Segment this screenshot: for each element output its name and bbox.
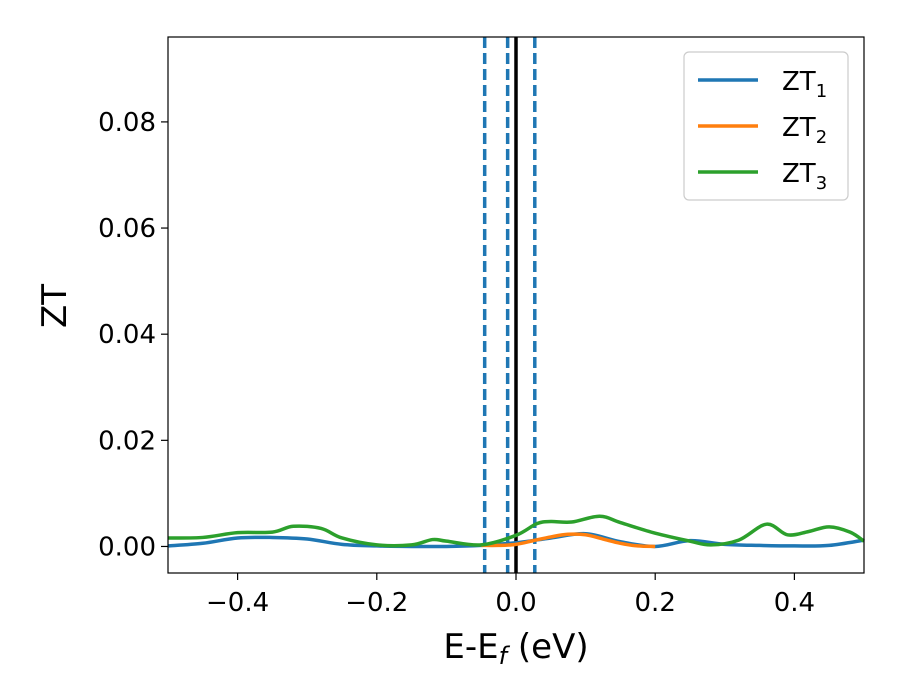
legend-label-zt1: ZT1 bbox=[782, 67, 827, 102]
x-tick-label: 0.4 bbox=[774, 588, 815, 618]
x-tick-label: 0.2 bbox=[635, 588, 676, 618]
x-tick-label: −0.2 bbox=[345, 588, 408, 618]
y-tick-label: 0.04 bbox=[98, 320, 156, 350]
x-axis-title: E-Ef (eV) bbox=[443, 627, 588, 670]
y-tick-label: 0.08 bbox=[98, 108, 156, 138]
legend-label-zt2: ZT2 bbox=[782, 113, 827, 148]
y-tick-label: 0.02 bbox=[98, 426, 156, 456]
x-tick-label: −0.4 bbox=[206, 588, 269, 618]
legend-box bbox=[683, 51, 849, 201]
x-tick-label: 0.0 bbox=[495, 588, 536, 618]
y-tick-label: 0.06 bbox=[98, 214, 156, 244]
y-tick-label: 0.00 bbox=[98, 532, 156, 562]
legend: ZT1 ZT2 ZT3 bbox=[683, 51, 849, 201]
series-line-zt2 bbox=[481, 532, 656, 549]
series-line-zt3 bbox=[167, 514, 866, 548]
legend-label-zt3: ZT3 bbox=[782, 159, 827, 194]
y-axis-title: ZT bbox=[35, 284, 75, 328]
